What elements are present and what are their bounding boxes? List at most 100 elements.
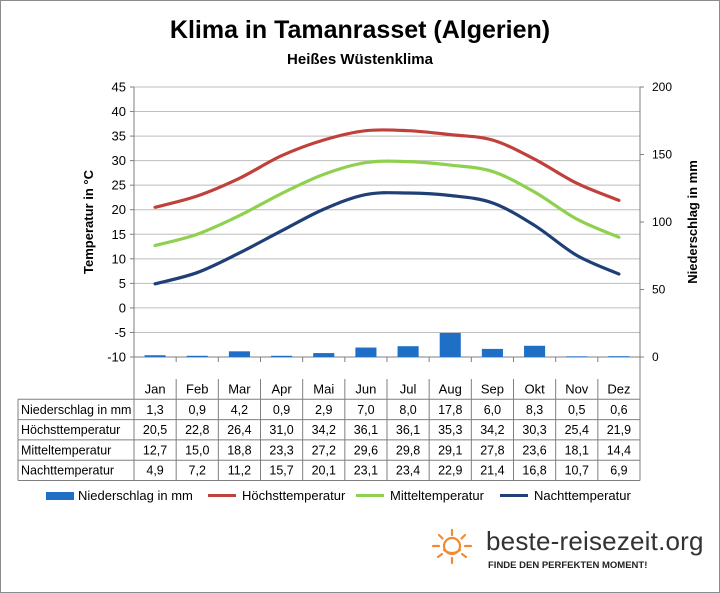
table-cell-2-mar: 18,8 [227,443,251,457]
legend-swatch-low [500,494,528,497]
legend-label-mean: Mitteltemperatur [390,488,484,503]
y-tick-label-left-9: 0 [119,300,126,315]
y-axis-title-left: Temperatur in °C [81,169,96,274]
table-cell-2-jul: 29,8 [396,443,420,457]
high-temp-line [153,128,621,209]
precip-bar-aug [439,332,461,357]
table-cell-1-apr: 31,0 [269,423,293,437]
table-cell-2-jan: 12,7 [143,443,167,457]
table-cell-3-okt: 16,8 [522,464,546,478]
table-month-aug: Aug [439,382,462,397]
table-month-apr: Apr [271,382,292,397]
table-cell-0-nov: 0,5 [568,403,585,417]
table-cell-1-nov: 25,4 [565,423,589,437]
table-cell-1-jun: 36,1 [354,423,378,437]
site-logo[interactable]: beste-reisezeit.org FINDE DEN PERFEKTEN … [428,522,718,582]
precip-bar-jun [355,347,377,357]
table-cell-3-dez: 6,9 [610,464,627,478]
table-cell-3-apr: 15,7 [269,464,293,478]
table-row-label-1: Höchsttemperatur [21,423,120,437]
table-cell-0-aug: 17,8 [438,403,462,417]
table-cell-2-mai: 27,2 [312,443,336,457]
y-axis-title-right: Niederschlag in mm [685,160,700,284]
y-tick-label-left-5: 20 [112,202,126,217]
table-month-okt: Okt [524,382,545,397]
precip-bar-sep [481,348,503,357]
y-tick-label-left-8: 5 [119,276,126,291]
y-tick-label-right-3: 50 [652,283,666,297]
table-row-label-2: Mitteltemperatur [21,443,111,457]
table-month-dez: Dez [607,382,630,397]
table-cell-3-aug: 22,9 [438,464,462,478]
legend-swatch-precipitation [46,491,74,500]
chart-legend: Niederschlag in mm Höchsttemperatur Mitt… [0,488,720,506]
table-cell-0-sep: 6,0 [484,403,501,417]
table-cell-1-mar: 26,4 [227,423,251,437]
y-tick-label-left-6: 15 [112,227,126,242]
legend-item-low: Nachttemperatur [500,488,631,503]
table-cell-2-feb: 15,0 [185,443,209,457]
precip-bar-dez [608,356,630,357]
legend-swatch-mean [356,494,384,497]
table-month-jul: Jul [400,382,417,397]
low-temp-line [153,191,621,286]
y-tick-label-left-7: 10 [112,251,126,266]
table-cell-3-mar: 11,2 [228,464,251,478]
legend-item-high: Höchsttemperatur [208,488,345,503]
table-cell-3-nov: 10,7 [565,464,589,478]
y-tick-label-left-4: 25 [112,178,126,193]
precip-bar-mar [228,351,250,357]
table-cell-2-aug: 29,1 [438,443,462,457]
y-tick-label-right-4: 0 [652,350,659,364]
table-cell-1-sep: 34,2 [480,423,504,437]
table-month-mai: Mai [313,382,334,397]
precip-bar-okt [524,345,546,357]
chart-subtitle: Heißes Wüstenklima [287,51,433,68]
y-tick-label-right-1: 150 [652,148,672,162]
table-cell-0-apr: 0,9 [273,403,290,417]
mean-temp-line [153,159,621,248]
table-cell-0-jun: 7,0 [357,403,374,417]
legend-item-precipitation: Niederschlag in mm [46,488,193,503]
table-cell-3-jan: 4,9 [146,464,163,478]
table-month-nov: Nov [565,382,589,397]
legend-label-precipitation: Niederschlag in mm [78,488,193,503]
table-cell-2-dez: 14,4 [607,443,631,457]
chart-title: Klima in Tamanrasset (Algerien) [169,16,551,44]
table-cell-1-dez: 21,9 [607,423,631,437]
table-month-jan: Jan [145,382,166,397]
table-cell-3-mai: 20,1 [312,464,336,478]
y-tick-label-right-0: 200 [652,80,672,94]
table-month-sep: Sep [481,382,504,397]
precip-bar-nov [566,356,588,358]
table-cell-0-jul: 8,0 [399,403,416,417]
table-cell-0-jan: 1,3 [146,403,163,417]
y-tick-label-left-0: 45 [112,80,126,95]
legend-label-low: Nachttemperatur [534,488,631,503]
y-tick-label-right-2: 100 [652,215,672,229]
legend-swatch-high [208,494,236,497]
table-cell-1-jan: 20,5 [143,423,167,437]
legend-item-mean: Mitteltemperatur [356,488,484,503]
table-cell-1-jul: 36,1 [396,423,420,437]
table-cell-2-apr: 23,3 [269,443,293,457]
table-row-label-0: Niederschlag in mm [21,403,131,417]
precip-bar-mai [313,353,335,357]
sun-icon [431,528,473,565]
table-cell-0-dez: 0,6 [610,403,627,417]
logo-text: beste-reisezeit.org [486,526,704,556]
table-cell-2-nov: 18,1 [565,443,589,457]
table-cell-3-jun: 23,1 [354,464,378,478]
table-month-jun: Jun [355,382,376,397]
y-tick-label-left-10: -5 [114,325,126,340]
table-cell-1-mai: 34,2 [312,423,336,437]
y-tick-label-left-11: -10 [107,350,126,365]
table-cell-0-mar: 4,2 [231,403,248,417]
y-tick-label-left-1: 40 [112,104,126,119]
table-month-feb: Feb [186,382,208,397]
legend-label-high: Höchsttemperatur [242,488,346,503]
table-cell-2-sep: 27,8 [480,443,504,457]
table-cell-3-sep: 21,4 [480,464,504,478]
table-cell-3-feb: 7,2 [189,464,206,478]
